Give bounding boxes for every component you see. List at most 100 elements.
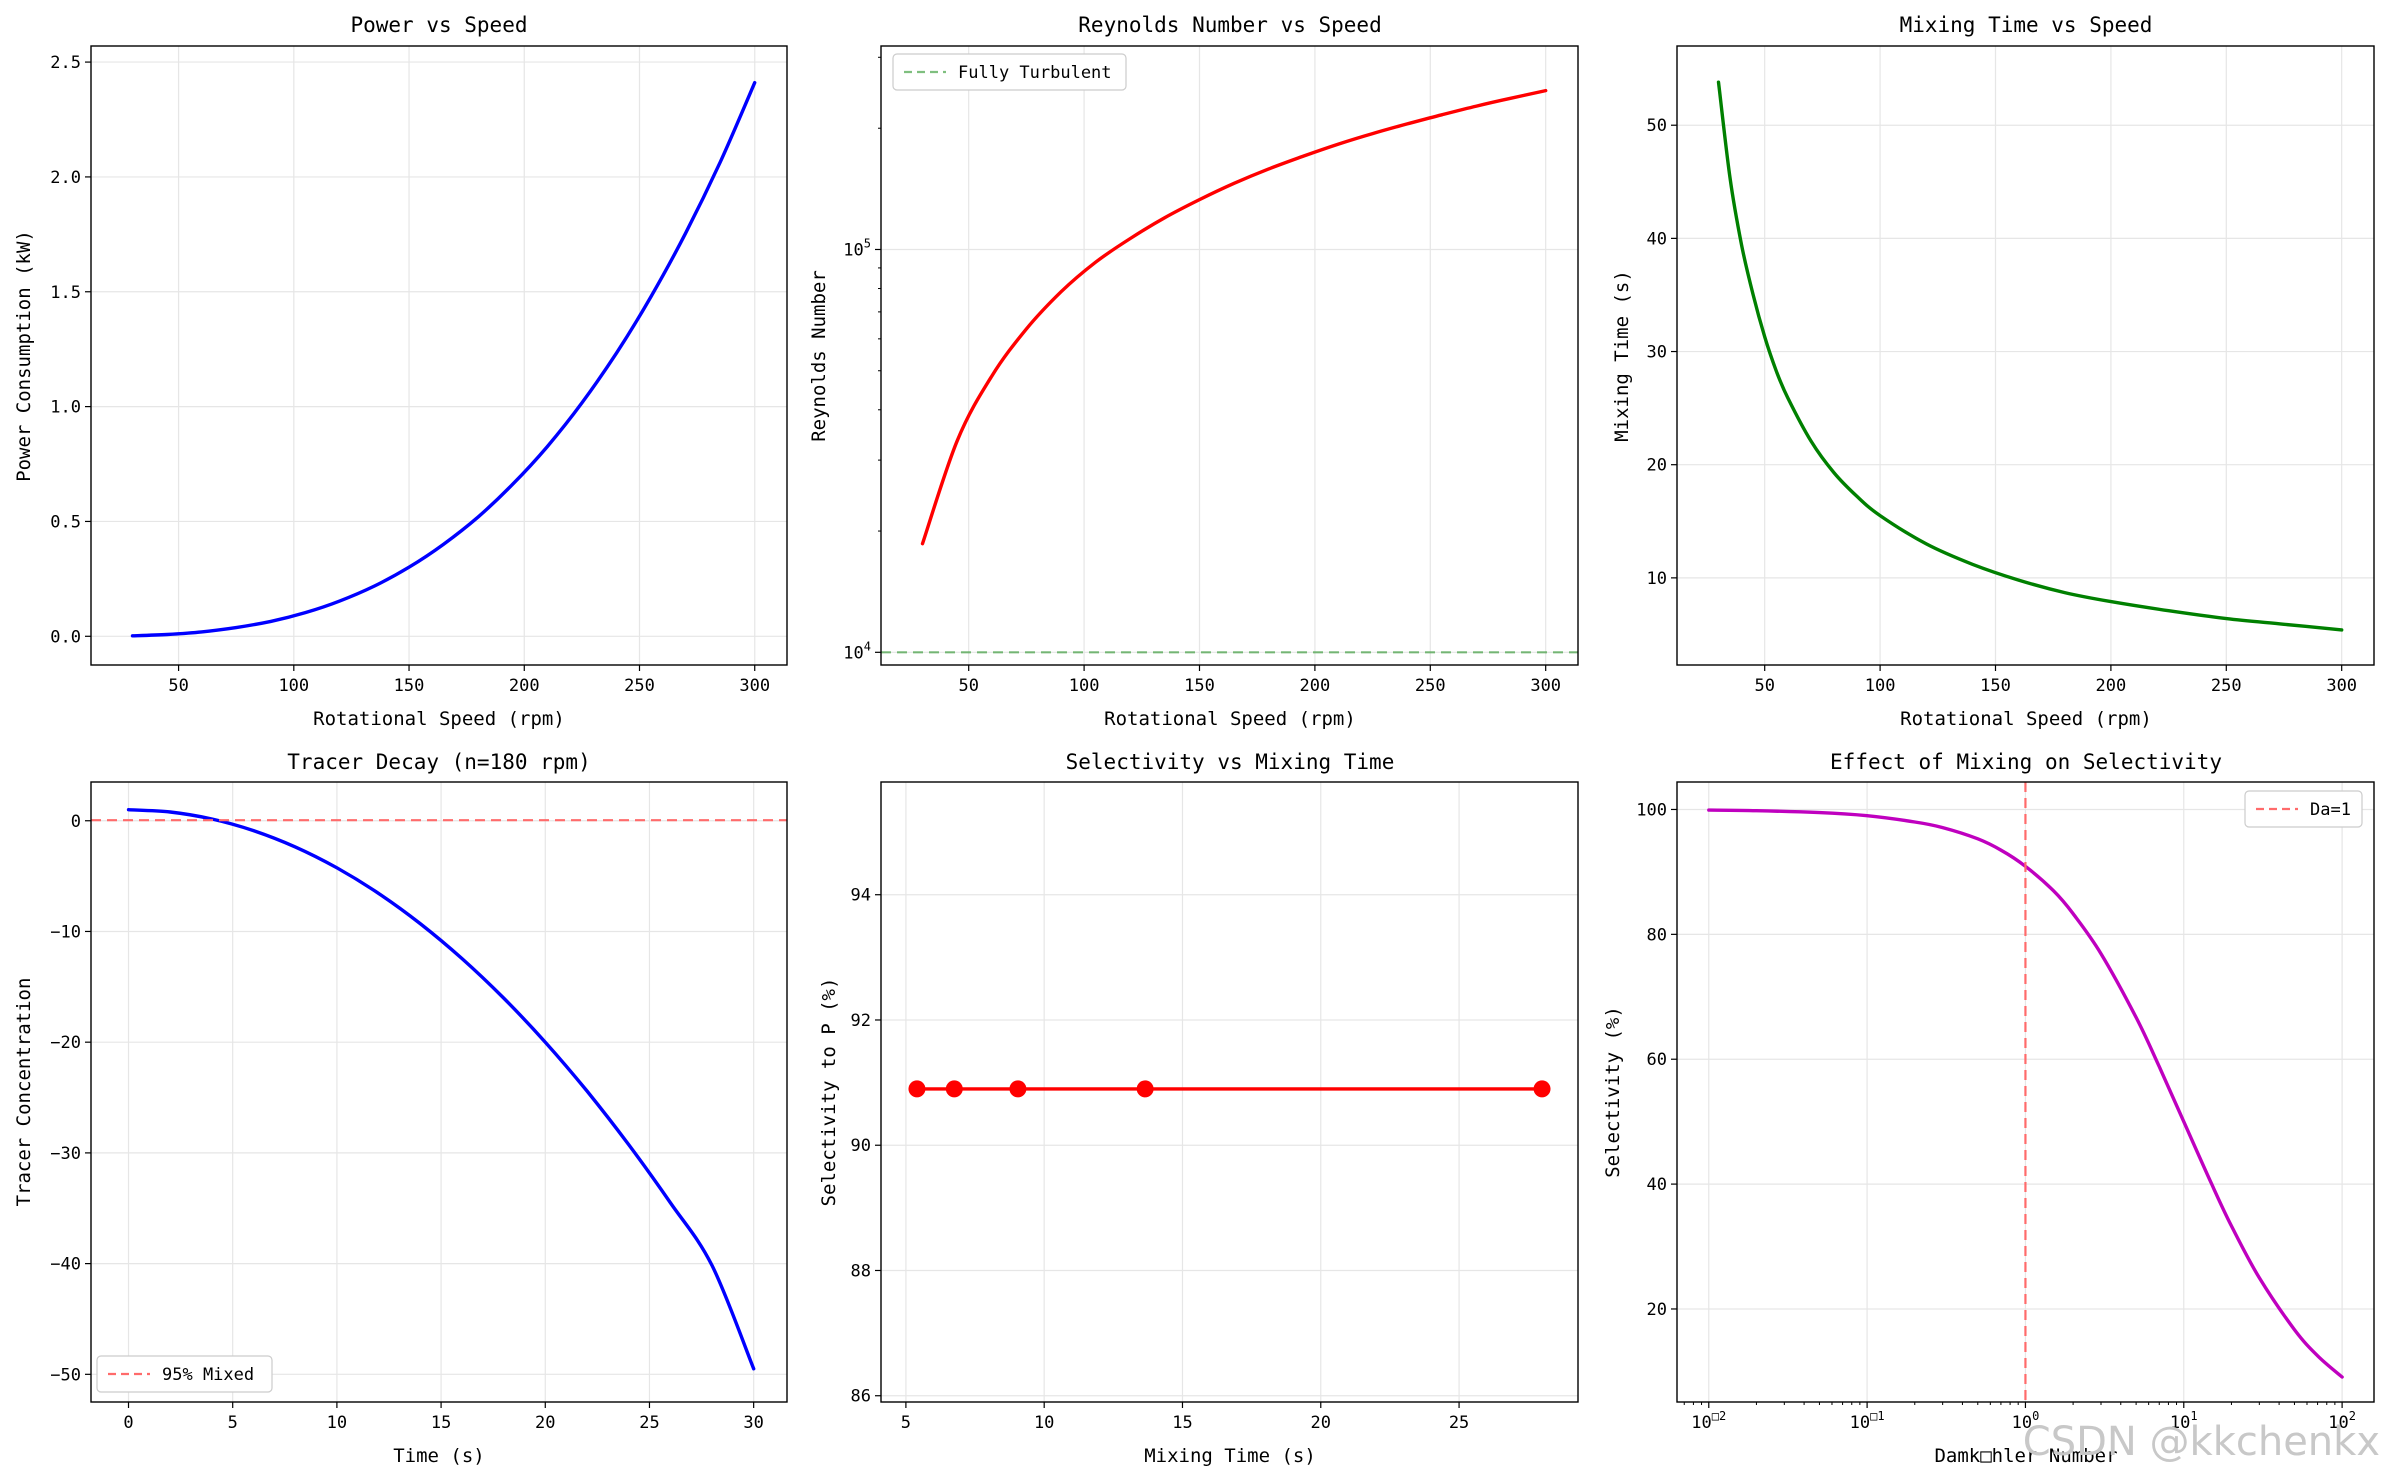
y-tick-label: −30	[50, 1144, 81, 1164]
plot-frame	[90, 781, 788, 1403]
series-layer	[908, 1080, 1551, 1098]
x-tick-label: 250	[624, 676, 655, 696]
x-tick-label: 30	[743, 1413, 763, 1433]
x-tick-label: 10	[1034, 1413, 1054, 1433]
y-tick-label: −10	[50, 922, 81, 942]
y-tick-label: 1.0	[50, 398, 81, 418]
x-tick-label: 10□1	[1850, 1409, 1885, 1433]
series-line	[130, 81, 757, 638]
x-axis-label: Damk□hler Number	[1934, 1445, 2117, 1467]
tick-layer: 50 100 150 200 250 300 0.0 0.5 1.0 1.5 2.0 2.5	[50, 53, 770, 696]
x-tick-label: 300	[1530, 676, 1561, 696]
y-tick-label: −20	[50, 1033, 81, 1053]
x-tick-label: 10	[327, 1413, 347, 1433]
data-point-marker	[1533, 1080, 1551, 1098]
x-tick-label: 5	[228, 1413, 238, 1433]
data-point-marker	[1009, 1080, 1027, 1098]
plot-frame	[880, 781, 1579, 1403]
plot-frame	[90, 45, 788, 666]
legend-box	[892, 53, 1127, 91]
y-tick-label: 104	[843, 639, 871, 663]
legend-label-da-1: Da=1	[2310, 800, 2351, 820]
x-axis-label: Rotational Speed (rpm)	[313, 708, 565, 730]
series-line	[1707, 808, 2344, 1379]
y-tick-label: −40	[50, 1255, 81, 1275]
x-tick-label: 100	[1069, 676, 1100, 696]
legend: Da=1	[2244, 790, 2363, 828]
y-axis-label: Power Consumption (kW)	[13, 230, 35, 482]
panel-mixing-time-vs-speed: Mixing Time vs Speed 50 100 150 200 250 300 10…	[1611, 13, 2375, 730]
y-tick-label: 0	[71, 812, 81, 832]
series-layer	[1707, 782, 2344, 1402]
y-tick-label: 0.5	[50, 512, 81, 532]
y-tick-label: 60	[1647, 1050, 1667, 1070]
tick-layer: 50 100 150 200 250 300 104 105	[843, 56, 1561, 696]
x-tick-label: 0	[123, 1413, 133, 1433]
tick-layer: 0 5 10 15 20 25 30 −50 −40 −30 −20 −10 0	[50, 812, 764, 1433]
watermark: CSDN @kkchenkx	[2023, 1419, 2380, 1465]
y-tick-label: 105	[843, 236, 871, 260]
x-tick-label: 50	[168, 676, 188, 696]
x-tick-label: 300	[2326, 676, 2357, 696]
panel-title: Effect of Mixing on Selectivity	[1830, 750, 2222, 774]
x-tick-label: 150	[394, 676, 425, 696]
x-tick-label: 10□2	[1691, 1409, 1726, 1433]
series-line	[126, 808, 756, 1371]
x-tick-label: 150	[1184, 676, 1215, 696]
x-axis-label: Rotational Speed (rpm)	[1104, 708, 1356, 730]
x-tick-label: 15	[1172, 1413, 1192, 1433]
y-axis-label: Tracer Concentration	[13, 978, 35, 1207]
x-tick-label: 300	[739, 676, 770, 696]
x-tick-label: 20	[1311, 1413, 1331, 1433]
x-axis-label: Time (s)	[393, 1445, 485, 1467]
x-tick-label: 200	[1300, 676, 1331, 696]
y-axis-label: Selectivity (%)	[1602, 1006, 1624, 1178]
panel-reynolds-vs-speed: Reynolds Number vs Speed 50 100 150 200 250 3…	[808, 13, 1579, 730]
grid	[881, 782, 1578, 1402]
x-tick-label: 200	[509, 676, 540, 696]
y-tick-label: 1.5	[50, 283, 81, 303]
x-tick-label: 200	[2096, 676, 2127, 696]
y-tick-label: 30	[1647, 343, 1667, 363]
legend: 95% Mixed	[96, 1355, 273, 1393]
y-tick-label: 2.5	[50, 53, 81, 73]
y-tick-label: 88	[851, 1261, 871, 1281]
panel-title: Power vs Speed	[350, 13, 527, 37]
grid	[881, 46, 1578, 665]
grid	[91, 782, 787, 1402]
x-tick-label: 50	[1754, 676, 1774, 696]
series-layer	[91, 808, 787, 1371]
data-point-marker	[1136, 1080, 1154, 1098]
y-tick-label: 20	[1647, 1300, 1667, 1320]
y-tick-label: 100	[1636, 800, 1667, 820]
series-line	[1716, 80, 2344, 632]
panel-tracer-decay: Tracer Decay (n=180 rpm) 0 5 10 15 20 25 30 −50…	[13, 750, 788, 1467]
x-axis-label: Rotational Speed (rpm)	[1900, 708, 2152, 730]
data-point-marker	[908, 1080, 926, 1098]
y-tick-label: 20	[1647, 456, 1667, 476]
panel-selectivity-vs-mixing-time: Selectivity vs Mixing Time 5 10 15 20 25 86 88…	[818, 750, 1579, 1467]
x-axis-label: Mixing Time (s)	[1144, 1445, 1316, 1467]
x-tick-label: 100	[1865, 676, 1896, 696]
tick-layer: 5 10 15 20 25 86 88 90 92 94	[851, 886, 1470, 1433]
y-tick-label: 10	[1647, 569, 1667, 589]
panel-title: Mixing Time vs Speed	[1900, 13, 2153, 37]
grid	[1677, 46, 2374, 665]
y-tick-label: 80	[1647, 925, 1667, 945]
tick-layer: 50 100 150 200 250 300 10 20 30 40 50	[1647, 116, 2358, 696]
x-tick-label: 20	[535, 1413, 555, 1433]
legend-box	[96, 1355, 273, 1393]
legend-box	[2244, 790, 2363, 828]
x-tick-label: 100	[278, 676, 309, 696]
y-axis-label: Reynolds Number	[808, 270, 830, 442]
x-tick-label: 250	[2211, 676, 2242, 696]
panel-title: Tracer Decay (n=180 rpm)	[287, 750, 590, 774]
y-tick-label: −50	[50, 1365, 81, 1385]
x-tick-label: 150	[1980, 676, 2011, 696]
x-tick-label: 250	[1415, 676, 1446, 696]
x-tick-label: 25	[639, 1413, 659, 1433]
grid	[91, 46, 787, 665]
y-tick-label: 94	[851, 886, 871, 906]
y-tick-label: 92	[851, 1011, 871, 1031]
